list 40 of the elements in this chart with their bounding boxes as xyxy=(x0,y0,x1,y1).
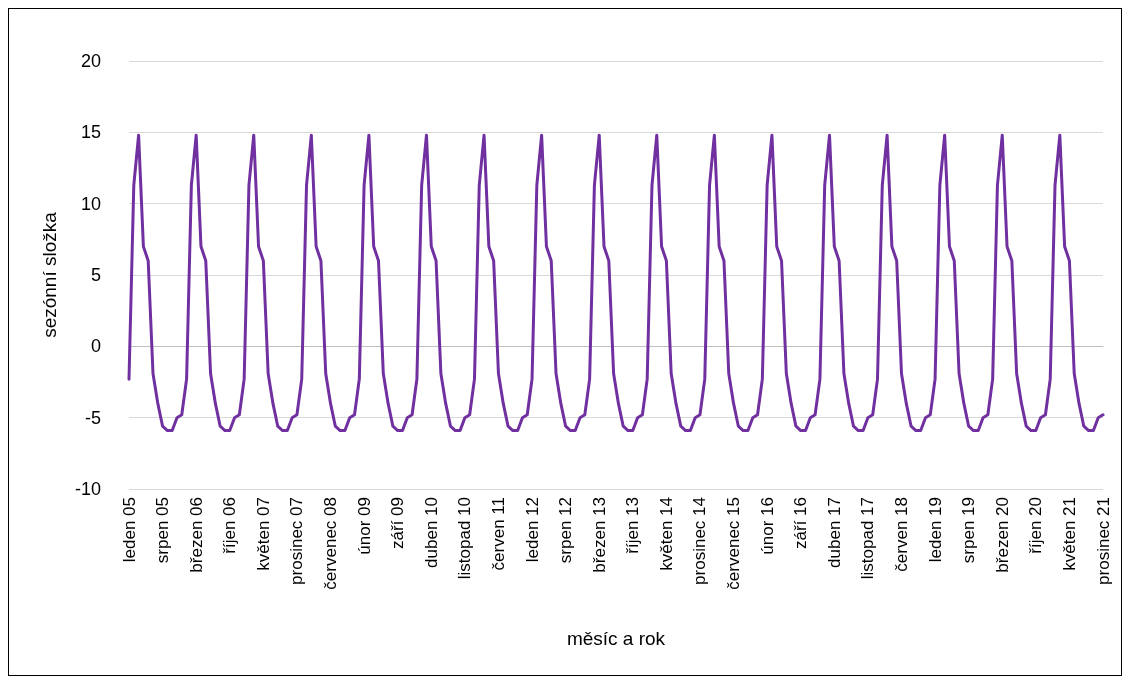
y-tick-label: 10 xyxy=(80,193,101,214)
x-tick-label: prosinec 21 xyxy=(1093,497,1113,585)
x-tick-label: květen 07 xyxy=(253,497,273,571)
x-tick-label: září 09 xyxy=(388,497,408,549)
x-tick-label: duben 17 xyxy=(824,497,844,568)
y-tick-label: -5 xyxy=(84,407,101,428)
x-tick-label: prosinec 07 xyxy=(287,497,307,585)
x-tick-label: srpen 12 xyxy=(556,497,576,564)
y-tick-label: 0 xyxy=(90,336,101,357)
x-axis-title: měsíc a rok xyxy=(566,628,666,649)
x-tick-label: srpen 05 xyxy=(153,497,173,564)
x-tick-label: prosinec 14 xyxy=(690,497,710,585)
x-tick-label: březen 06 xyxy=(186,497,206,573)
x-tick-label: červenec 15 xyxy=(724,497,744,590)
x-tick-label: říjen 13 xyxy=(623,497,643,554)
x-tick-label: červenec 08 xyxy=(321,497,341,590)
line-series xyxy=(127,133,1105,433)
x-tick-label: červen 11 xyxy=(488,497,508,571)
x-tick-label: červen 18 xyxy=(891,497,911,572)
y-tick-label: 15 xyxy=(80,122,101,143)
y-tick-label: 20 xyxy=(80,51,101,71)
x-tick-label: září 16 xyxy=(791,497,811,549)
x-tick-label: únor 09 xyxy=(354,497,374,555)
x-tick-label: únor 16 xyxy=(757,497,777,555)
x-tick-label: srpen 19 xyxy=(959,497,979,564)
x-tick-label: květen 21 xyxy=(1059,497,1079,571)
x-tick-label: listopad 17 xyxy=(858,497,878,580)
x-tick-label: leden 19 xyxy=(925,497,945,563)
x-tick-label: říjen 20 xyxy=(1026,497,1046,554)
x-tick-label: listopad 10 xyxy=(455,497,475,580)
x-tick-label: duben 10 xyxy=(421,497,441,568)
x-tick-label: leden 12 xyxy=(522,497,542,563)
x-tick-label: březen 13 xyxy=(589,497,609,573)
y-axis-title: sezónní složka xyxy=(39,211,60,338)
x-tick-label: říjen 06 xyxy=(220,497,240,554)
y-tick-label: 5 xyxy=(90,265,101,285)
x-tick-label: leden 05 xyxy=(119,497,139,563)
x-tick-label: březen 20 xyxy=(992,497,1012,573)
x-tick-label: květen 14 xyxy=(656,497,676,571)
y-tick-label: -10 xyxy=(74,479,101,499)
